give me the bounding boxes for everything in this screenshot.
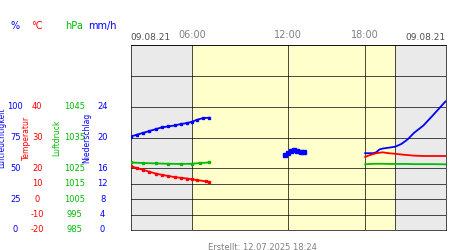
Text: 8: 8 xyxy=(100,194,105,203)
Text: Luftdruck: Luftdruck xyxy=(52,119,61,156)
Text: 1045: 1045 xyxy=(64,102,85,111)
Text: 1015: 1015 xyxy=(64,179,85,188)
Text: 100: 100 xyxy=(7,102,23,111)
Text: 16: 16 xyxy=(97,164,108,173)
Text: Erstellt: 12.07.2025 18:24: Erstellt: 12.07.2025 18:24 xyxy=(208,243,317,250)
Bar xyxy=(192,45,395,230)
Text: 0: 0 xyxy=(13,226,18,234)
Text: 985: 985 xyxy=(66,226,82,234)
Text: 75: 75 xyxy=(10,133,21,142)
Text: Luftfeuchtigkeit: Luftfeuchtigkeit xyxy=(0,107,7,168)
Text: 30: 30 xyxy=(32,133,43,142)
Text: Niederschlag: Niederschlag xyxy=(82,112,91,163)
Text: 0: 0 xyxy=(100,226,105,234)
Text: 1035: 1035 xyxy=(64,133,85,142)
Text: Temperatur: Temperatur xyxy=(22,116,31,160)
Bar xyxy=(130,45,192,230)
Text: 1005: 1005 xyxy=(64,194,85,203)
Text: 09.08.21: 09.08.21 xyxy=(130,33,171,42)
Text: 40: 40 xyxy=(32,102,43,111)
Text: -10: -10 xyxy=(31,210,44,219)
Text: 20: 20 xyxy=(97,133,108,142)
Text: -20: -20 xyxy=(31,226,44,234)
Text: 24: 24 xyxy=(97,102,108,111)
Text: hPa: hPa xyxy=(65,21,83,31)
Text: 09.08.21: 09.08.21 xyxy=(405,33,446,42)
Text: %: % xyxy=(11,21,20,31)
Text: 1025: 1025 xyxy=(64,164,85,173)
Text: 10: 10 xyxy=(32,179,43,188)
Text: 12: 12 xyxy=(97,179,108,188)
Text: 995: 995 xyxy=(67,210,82,219)
Text: °C: °C xyxy=(32,21,43,31)
Text: 25: 25 xyxy=(10,194,21,203)
Text: 0: 0 xyxy=(35,194,40,203)
Text: 20: 20 xyxy=(32,164,43,173)
Text: 4: 4 xyxy=(100,210,105,219)
Text: mm/h: mm/h xyxy=(88,21,117,31)
Text: 50: 50 xyxy=(10,164,21,173)
Bar xyxy=(395,45,446,230)
